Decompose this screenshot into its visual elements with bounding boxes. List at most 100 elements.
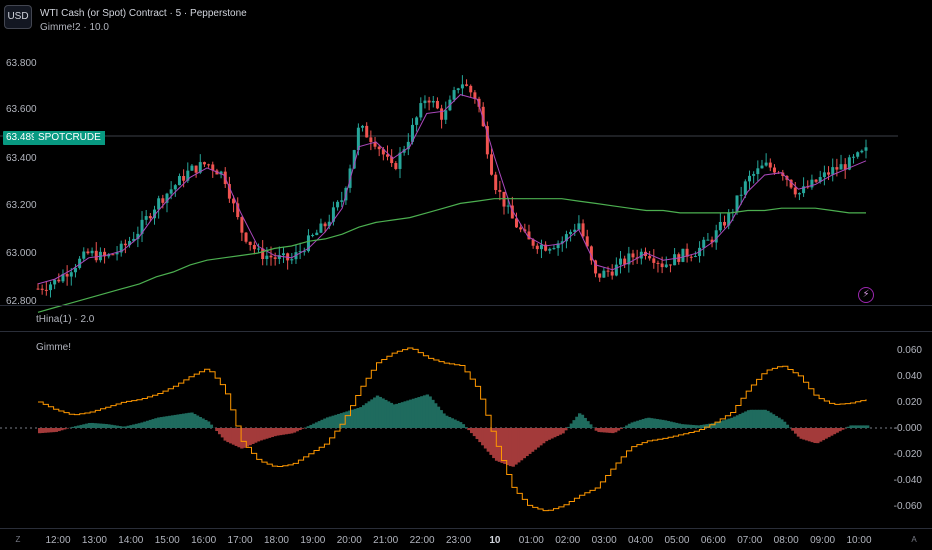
osc-area-pos (650, 418, 654, 428)
candle-up (119, 243, 123, 253)
candle-down (261, 248, 265, 260)
candle-down (485, 126, 489, 155)
time-axis-label: 03:00 (591, 535, 617, 546)
osc-axis-label: -0.000 (893, 423, 922, 434)
candle-up (48, 284, 52, 291)
candle-up (78, 258, 82, 268)
candle-up (423, 100, 427, 104)
osc-axis-label: -0.040 (893, 475, 922, 486)
osc-area-neg (54, 428, 58, 432)
candle-up (752, 174, 756, 176)
lightning-icon[interactable]: ⚡ (858, 287, 874, 303)
candle-down (514, 218, 518, 228)
indicator-legend[interactable]: Gimme!2 · 10.0 (40, 22, 109, 33)
time-axis-label: 13:00 (81, 535, 107, 546)
osc-area-pos (342, 412, 346, 428)
osc-area-neg (594, 428, 598, 431)
osc-area-neg (51, 428, 56, 433)
osc-area-pos (746, 410, 751, 428)
osc-area-pos (90, 422, 94, 428)
osc-area-neg (259, 428, 263, 441)
candle-down (123, 243, 127, 246)
candle-down (535, 245, 539, 250)
osc-area-neg (608, 428, 612, 433)
time-axis-label: 20:00 (336, 535, 362, 546)
osc-area-pos (566, 426, 571, 428)
price-axis-label: 63.800 (6, 58, 37, 69)
osc-area-pos (137, 423, 142, 428)
osc-area-pos (118, 426, 122, 428)
osc-area-pos (126, 425, 130, 428)
osc-area-pos (148, 419, 153, 428)
candle-up (444, 110, 448, 120)
osc-area-neg (813, 428, 817, 444)
price-axis-label: 63.000 (6, 248, 37, 259)
candle-up (128, 241, 132, 246)
candle-up (764, 162, 768, 166)
candle-down (689, 256, 693, 258)
osc-area-pos (312, 423, 316, 428)
candle-up (693, 256, 697, 258)
osc-area-pos (727, 418, 731, 428)
osc-area-pos (439, 410, 443, 428)
time-axis-label: 09:00 (810, 535, 836, 546)
osc-area-pos (669, 421, 673, 428)
osc-area-pos (334, 414, 338, 428)
candle-up (198, 162, 202, 173)
osc-area-pos (356, 408, 360, 428)
osc-area-pos (749, 409, 754, 428)
candle-down (57, 279, 61, 282)
osc-area-pos (774, 415, 778, 428)
pane2-title[interactable]: tHina(1) · 2.0 (36, 314, 95, 325)
symbol-tag: SPOTCRUDE (34, 131, 105, 145)
osc-area-neg (614, 428, 618, 433)
osc-area-pos (434, 403, 438, 428)
osc-area-pos (317, 421, 322, 428)
osc-area-pos (82, 424, 86, 428)
candle-down (793, 187, 797, 195)
osc-area-neg (492, 428, 496, 459)
osc-area-pos (578, 413, 582, 428)
osc-area-pos (403, 401, 407, 428)
osc-area-pos (373, 397, 377, 428)
pane-divider[interactable] (0, 305, 932, 306)
osc-area-pos (763, 409, 767, 428)
osc-area-neg (65, 428, 70, 429)
candle-down (427, 100, 431, 103)
candle-up (852, 156, 856, 158)
zoom-reset-button[interactable]: Z (15, 535, 21, 544)
osc-area-pos (326, 417, 330, 428)
candle-up (281, 253, 285, 256)
osc-area-pos (87, 422, 92, 428)
candle-up (336, 201, 340, 208)
osc-area-pos (331, 415, 335, 428)
osc-area-pos (730, 417, 734, 428)
osc-area-neg (611, 428, 615, 434)
osc-area-pos (85, 423, 89, 428)
candle-up (627, 253, 631, 265)
osc-area-pos (425, 394, 430, 428)
slow-ma-line (37, 198, 866, 313)
pane3-title[interactable]: Gimme! (36, 342, 71, 353)
candle-up (410, 124, 414, 142)
osc-area-pos (458, 422, 463, 428)
osc-step-line (38, 347, 867, 512)
osc-area-pos (680, 424, 684, 428)
osc-area-neg (835, 428, 839, 433)
osc-area-neg (489, 428, 493, 455)
pane-divider[interactable] (0, 331, 932, 332)
osc-area-pos (409, 399, 413, 428)
osc-area-pos (625, 425, 629, 428)
osc-area-pos (350, 409, 355, 428)
auto-scale-button[interactable]: A (911, 535, 917, 544)
osc-area-pos (431, 399, 435, 428)
candle-up (614, 264, 618, 276)
candle-up (756, 168, 760, 175)
currency-button[interactable]: USD (4, 5, 32, 29)
candle-up (577, 223, 581, 230)
osc-area-pos (464, 427, 468, 428)
candle-up (298, 251, 302, 253)
candle-down (594, 260, 598, 274)
